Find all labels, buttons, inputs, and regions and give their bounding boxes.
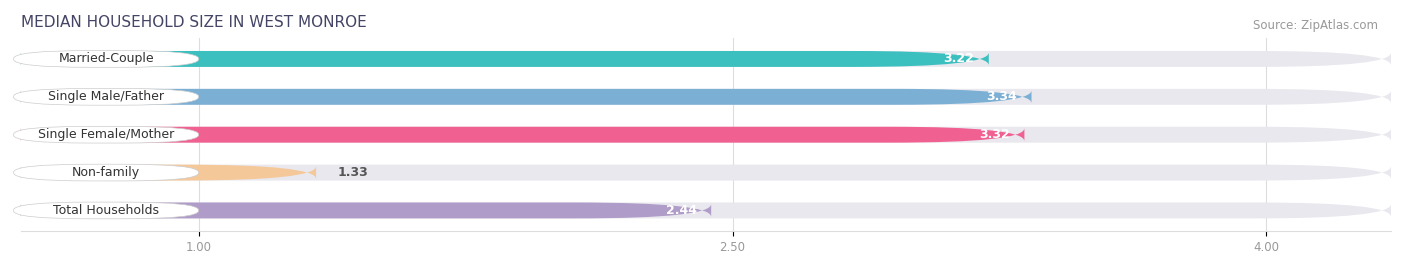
Text: Non-family: Non-family: [72, 166, 141, 179]
Text: Single Female/Mother: Single Female/Mother: [38, 128, 174, 141]
FancyBboxPatch shape: [21, 89, 1391, 105]
FancyBboxPatch shape: [21, 89, 1032, 105]
Text: Source: ZipAtlas.com: Source: ZipAtlas.com: [1253, 19, 1378, 32]
Text: 3.34: 3.34: [987, 90, 1018, 103]
FancyBboxPatch shape: [21, 165, 316, 180]
FancyBboxPatch shape: [21, 51, 1391, 67]
FancyBboxPatch shape: [21, 203, 711, 218]
Text: Single Male/Father: Single Male/Father: [48, 90, 165, 103]
Text: Total Households: Total Households: [53, 204, 159, 217]
Text: 3.22: 3.22: [943, 52, 974, 65]
FancyBboxPatch shape: [21, 127, 1391, 143]
Text: MEDIAN HOUSEHOLD SIZE IN WEST MONROE: MEDIAN HOUSEHOLD SIZE IN WEST MONROE: [21, 15, 367, 30]
FancyBboxPatch shape: [21, 127, 1025, 143]
FancyBboxPatch shape: [14, 51, 198, 67]
Text: Married-Couple: Married-Couple: [58, 52, 153, 65]
FancyBboxPatch shape: [14, 202, 198, 219]
FancyBboxPatch shape: [21, 203, 1391, 218]
Text: 2.44: 2.44: [666, 204, 697, 217]
Text: 1.33: 1.33: [337, 166, 368, 179]
FancyBboxPatch shape: [21, 165, 1391, 180]
Text: 3.32: 3.32: [980, 128, 1010, 141]
FancyBboxPatch shape: [14, 89, 198, 105]
FancyBboxPatch shape: [14, 126, 198, 143]
FancyBboxPatch shape: [14, 164, 198, 181]
FancyBboxPatch shape: [21, 51, 988, 67]
